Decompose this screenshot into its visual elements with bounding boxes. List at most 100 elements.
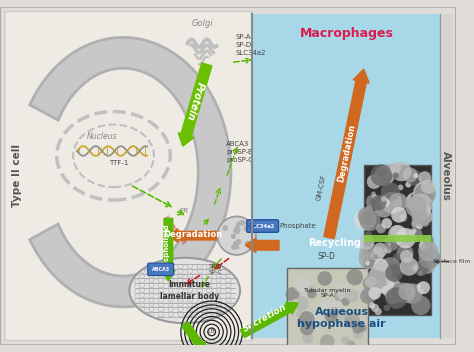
Text: Degradation: Degradation bbox=[336, 124, 357, 183]
Circle shape bbox=[384, 236, 399, 251]
Circle shape bbox=[360, 235, 374, 250]
Circle shape bbox=[371, 304, 379, 312]
Circle shape bbox=[311, 313, 325, 327]
Circle shape bbox=[382, 280, 388, 286]
Circle shape bbox=[365, 231, 372, 239]
Circle shape bbox=[388, 225, 407, 244]
Circle shape bbox=[385, 264, 403, 282]
Circle shape bbox=[245, 240, 250, 246]
FancyArrow shape bbox=[324, 69, 369, 239]
Text: SP-B
SP-C: SP-B SP-C bbox=[209, 264, 223, 275]
Circle shape bbox=[423, 235, 434, 246]
Circle shape bbox=[418, 241, 438, 261]
Circle shape bbox=[329, 307, 338, 316]
Circle shape bbox=[294, 296, 309, 311]
Circle shape bbox=[419, 192, 430, 203]
Circle shape bbox=[392, 161, 411, 181]
Text: SP-D: SP-D bbox=[318, 252, 336, 261]
Circle shape bbox=[376, 224, 386, 233]
Circle shape bbox=[381, 198, 390, 207]
Circle shape bbox=[365, 277, 376, 288]
Circle shape bbox=[411, 207, 427, 222]
Circle shape bbox=[341, 297, 350, 306]
Circle shape bbox=[359, 246, 374, 261]
FancyBboxPatch shape bbox=[0, 7, 456, 345]
Circle shape bbox=[385, 288, 401, 304]
Circle shape bbox=[388, 193, 408, 212]
Circle shape bbox=[366, 205, 372, 211]
Circle shape bbox=[367, 270, 387, 289]
Text: Aqueous
hypophase air: Aqueous hypophase air bbox=[297, 307, 386, 329]
Circle shape bbox=[296, 311, 302, 317]
Circle shape bbox=[413, 260, 429, 276]
Circle shape bbox=[393, 253, 401, 262]
Circle shape bbox=[370, 247, 385, 261]
Circle shape bbox=[418, 256, 436, 274]
Circle shape bbox=[378, 272, 399, 293]
Circle shape bbox=[371, 164, 392, 186]
Circle shape bbox=[358, 249, 379, 269]
Circle shape bbox=[389, 199, 400, 210]
Circle shape bbox=[371, 191, 376, 196]
Circle shape bbox=[234, 226, 240, 232]
Circle shape bbox=[392, 172, 399, 179]
Text: Recycling: Recycling bbox=[308, 238, 361, 249]
Circle shape bbox=[337, 285, 352, 301]
Circle shape bbox=[406, 170, 422, 186]
Circle shape bbox=[300, 321, 314, 335]
Circle shape bbox=[222, 225, 228, 231]
Text: Nucleus: Nucleus bbox=[87, 132, 117, 141]
Text: phospholipid: phospholipid bbox=[164, 224, 169, 276]
Text: Protein: Protein bbox=[184, 81, 205, 122]
Circle shape bbox=[400, 250, 413, 263]
Circle shape bbox=[410, 194, 433, 216]
Circle shape bbox=[318, 271, 332, 286]
Circle shape bbox=[299, 311, 315, 327]
Circle shape bbox=[425, 193, 430, 198]
Circle shape bbox=[320, 334, 335, 349]
Circle shape bbox=[321, 300, 335, 314]
Circle shape bbox=[405, 182, 411, 188]
Circle shape bbox=[341, 336, 350, 345]
Circle shape bbox=[218, 216, 256, 255]
Circle shape bbox=[416, 283, 421, 289]
Circle shape bbox=[390, 163, 401, 174]
Text: Alveolus: Alveolus bbox=[441, 151, 451, 201]
Circle shape bbox=[334, 301, 343, 310]
Circle shape bbox=[378, 195, 388, 205]
Circle shape bbox=[375, 199, 393, 218]
Circle shape bbox=[381, 278, 401, 298]
FancyBboxPatch shape bbox=[247, 220, 279, 232]
Circle shape bbox=[413, 173, 419, 178]
Circle shape bbox=[285, 287, 300, 301]
Circle shape bbox=[419, 239, 433, 252]
Circle shape bbox=[372, 194, 377, 200]
Circle shape bbox=[402, 283, 422, 304]
Bar bbox=[364, 235, 431, 243]
Bar bbox=[440, 14, 453, 338]
Bar bbox=[364, 165, 431, 315]
Circle shape bbox=[243, 226, 248, 231]
Text: SP-A
SP-D
SLC34a2: SP-A SP-D SLC34a2 bbox=[236, 33, 266, 56]
FancyBboxPatch shape bbox=[5, 12, 253, 340]
Circle shape bbox=[233, 227, 240, 234]
Circle shape bbox=[231, 234, 236, 239]
Circle shape bbox=[400, 214, 407, 222]
Circle shape bbox=[234, 245, 239, 250]
Circle shape bbox=[391, 282, 412, 303]
Bar bbox=[287, 268, 368, 352]
Circle shape bbox=[412, 229, 417, 233]
Circle shape bbox=[346, 269, 363, 285]
Circle shape bbox=[352, 322, 363, 334]
Circle shape bbox=[374, 258, 388, 273]
Circle shape bbox=[421, 218, 429, 227]
Circle shape bbox=[359, 324, 366, 332]
Circle shape bbox=[400, 257, 419, 276]
Circle shape bbox=[294, 277, 310, 293]
Circle shape bbox=[404, 287, 414, 297]
Circle shape bbox=[384, 246, 392, 253]
Circle shape bbox=[411, 193, 418, 200]
Circle shape bbox=[412, 265, 419, 271]
Circle shape bbox=[240, 220, 246, 226]
Circle shape bbox=[371, 195, 387, 210]
